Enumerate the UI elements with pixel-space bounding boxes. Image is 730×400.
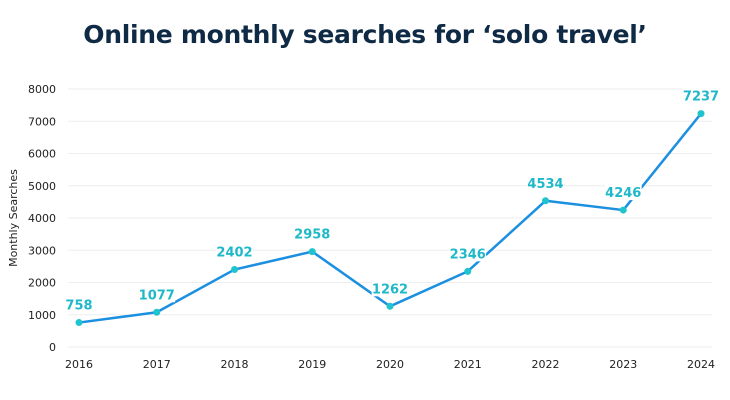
data-point [386, 302, 394, 310]
data-labels: 758 1077 2402 2958 1262 2346 4534 4246 7237 [64, 87, 720, 314]
y-axis-label: Monthly Searches [7, 169, 20, 267]
data-label: 1077 [139, 288, 175, 303]
x-tick-label: 2019 [298, 358, 326, 371]
data-label-bg [371, 280, 409, 297]
y-tick-label: 5000 [28, 180, 56, 193]
data-label-bg [604, 184, 642, 201]
data-point [619, 206, 627, 214]
data-point [153, 308, 161, 316]
y-tick-label: 0 [49, 341, 56, 354]
data-label-bg [293, 225, 331, 242]
data-label-bg [682, 87, 720, 104]
x-tick-label: 2024 [687, 358, 715, 371]
chart-title: Online monthly searches for ‘solo travel… [83, 20, 647, 49]
data-label: 7237 [683, 90, 719, 105]
x-axis-ticks: 2016 2017 2018 2019 2020 2021 2022 2023 2024 [65, 358, 715, 371]
x-tick-label: 2016 [65, 358, 93, 371]
data-label-bg [449, 245, 487, 262]
data-markers [75, 110, 705, 327]
data-point [75, 319, 83, 327]
data-label: 2958 [294, 228, 330, 243]
data-label: 2402 [216, 246, 252, 261]
x-tick-label: 2018 [221, 358, 249, 371]
data-label-bg [64, 296, 94, 313]
y-tick-label: 2000 [28, 277, 56, 290]
data-label: 4534 [527, 177, 563, 192]
data-point [464, 267, 472, 275]
data-label: 4246 [605, 186, 641, 201]
y-axis-ticks: 0 1000 2000 3000 4000 5000 6000 7000 8000 [28, 83, 56, 354]
y-tick-label: 7000 [28, 115, 56, 128]
x-tick-label: 2020 [376, 358, 404, 371]
data-point [231, 266, 238, 274]
y-tick-label: 3000 [28, 244, 56, 257]
data-point [308, 248, 316, 256]
data-label: 2346 [450, 247, 486, 262]
data-label: 1262 [372, 282, 408, 297]
data-label-bg [138, 286, 176, 303]
data-point [542, 197, 549, 205]
y-tick-label: 1000 [28, 309, 56, 322]
data-label: 758 [65, 299, 92, 314]
y-tick-label: 8000 [28, 83, 56, 96]
x-tick-label: 2023 [609, 358, 637, 371]
data-label-bg [527, 174, 564, 191]
x-tick-label: 2017 [143, 358, 171, 371]
data-point [697, 110, 705, 118]
x-tick-label: 2021 [454, 358, 482, 371]
x-tick-label: 2022 [532, 358, 560, 371]
data-label-bg [216, 243, 253, 260]
y-tick-label: 4000 [28, 212, 56, 225]
y-tick-label: 6000 [28, 148, 56, 161]
